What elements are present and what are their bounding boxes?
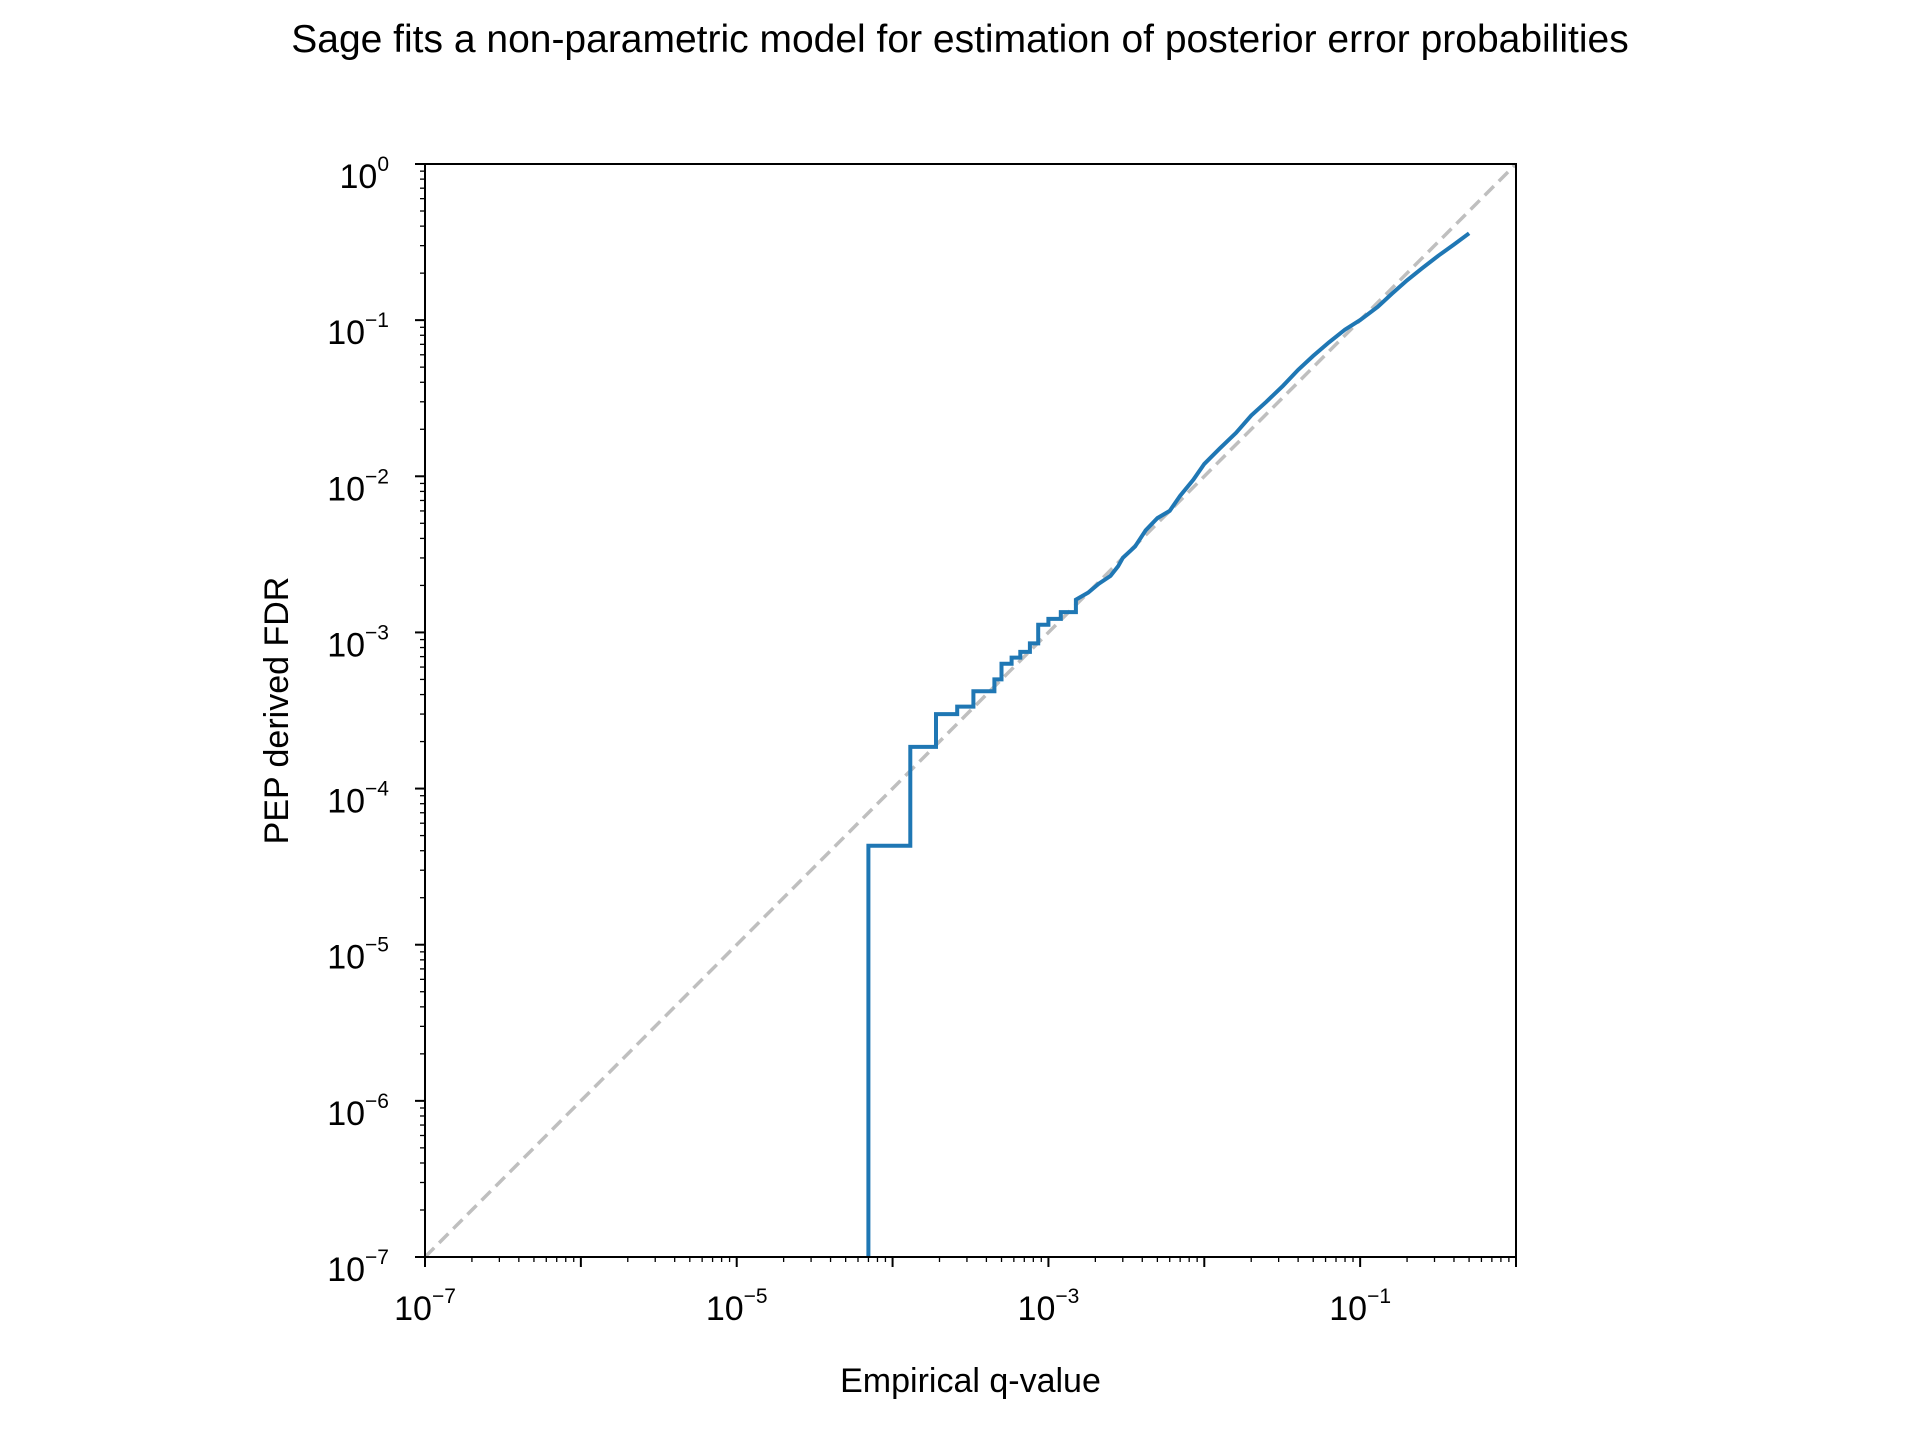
x-tick-label: 10−1 — [1329, 1285, 1391, 1328]
y-tick-label: 10−7 — [327, 1246, 389, 1289]
reference-diagonal-line — [423, 162, 1518, 1259]
ticks-layer: 10−7 10−5 10−3 10−1 10−7 10−6 10−5 10−4 10−3 10−2… — [327, 153, 1517, 1328]
reference-diagonal-layer — [423, 162, 1518, 1259]
y-tick-label: 10−3 — [327, 621, 389, 664]
x-axis-label: Empirical q-value — [840, 1362, 1101, 1400]
y-tick-label: 10−6 — [327, 1090, 389, 1133]
x-tick-label: 10−7 — [394, 1285, 456, 1328]
plot-frame — [424, 163, 1517, 1258]
y-axis-label: PEP derived FDR — [258, 577, 296, 845]
series-line-0 — [866, 231, 1471, 1257]
x-tick-label: 10−5 — [706, 1285, 768, 1328]
y-tick-label: 10−5 — [327, 934, 389, 977]
x-tick-label: 10−3 — [1018, 1285, 1080, 1328]
y-tick-label: 100 — [339, 153, 389, 196]
y-tick-label: 10−1 — [327, 309, 389, 352]
series-layer — [866, 231, 1471, 1257]
y-tick-label: 10−2 — [327, 465, 389, 508]
y-tick-label: 10−4 — [327, 778, 389, 821]
chart-title: Sage fits a non-parametric model for est… — [291, 18, 1629, 61]
